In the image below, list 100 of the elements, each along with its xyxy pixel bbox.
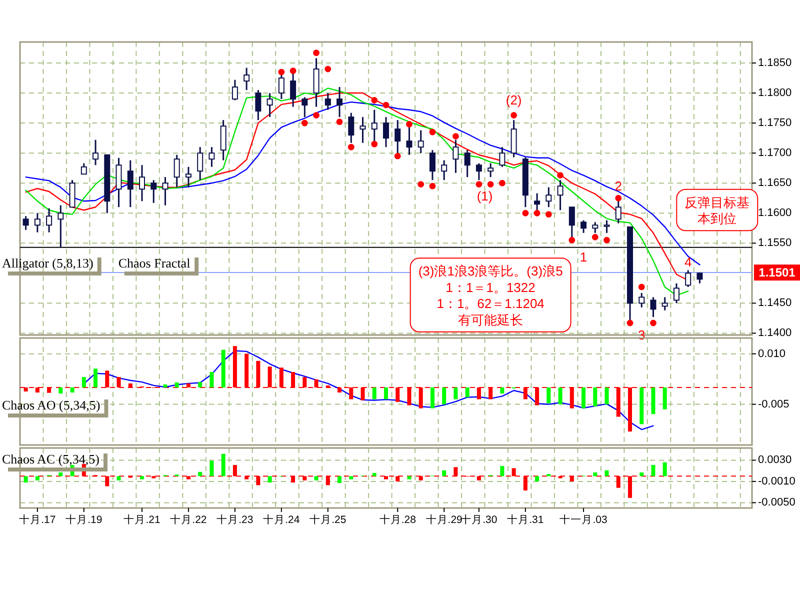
candlestick [58, 204, 64, 248]
point [336, 118, 343, 126]
annotation: (2) [506, 92, 522, 108]
candlestick [580, 220, 587, 234]
point [604, 236, 610, 244]
bar [454, 387, 458, 400]
point [557, 172, 564, 178]
point [615, 194, 622, 202]
point [382, 102, 390, 108]
bar [372, 387, 376, 400]
bar [314, 476, 318, 480]
bar [268, 476, 272, 483]
bar [442, 387, 446, 404]
x-tick-label: 十月.22 [170, 513, 207, 526]
bar [582, 387, 586, 408]
bar [430, 387, 434, 408]
candlestick [429, 149, 436, 181]
y-tick-label: 0.010 [758, 348, 786, 360]
point [406, 121, 412, 128]
annotation: (1) [476, 188, 493, 204]
bar [35, 476, 40, 480]
candlestick [266, 92, 273, 118]
bar [58, 472, 63, 476]
bar [640, 472, 644, 476]
point [452, 133, 459, 140]
candlestick [80, 162, 87, 175]
annotation: Chaos AO (5,34,5) [2, 398, 100, 412]
y-tick-label: 1.1550 [758, 237, 792, 250]
candlestick [232, 79, 238, 101]
x-tick-label: 十月.23 [216, 513, 254, 526]
point [534, 210, 540, 216]
annotation: 反弹目标基本到位 [684, 194, 750, 226]
point [313, 50, 320, 56]
point [650, 320, 656, 326]
candlestick [255, 89, 262, 121]
point [429, 182, 436, 190]
candlestick [685, 269, 692, 288]
ref-line-label: 1.1501 [758, 266, 796, 280]
x-tick-label: 十月.17 [19, 513, 56, 526]
bar [500, 466, 504, 476]
x-tick-label: 十月.29 [426, 513, 463, 526]
y-tick-label: 1.1650 [758, 177, 792, 190]
bar [221, 350, 226, 388]
annotation: Alligator (5,8,13) [2, 256, 94, 270]
candlestick [650, 296, 656, 318]
x-tick-label: 十月.30 [460, 513, 498, 526]
point [510, 112, 518, 118]
point [301, 120, 308, 126]
candlestick [360, 116, 366, 144]
annotation: (3)浪1浪3浪等比。(3)浪5 1：1＝1。1322 1：1。62＝1.1204 有可能延长 [418, 263, 563, 327]
bar [163, 384, 168, 388]
bar [651, 464, 656, 476]
bar [372, 472, 376, 476]
y-tick-label: 0.0030 [758, 454, 792, 466]
x-tick-label: 十月.21 [124, 513, 160, 526]
point [394, 152, 401, 160]
bar [58, 387, 63, 394]
bar [210, 460, 214, 476]
bar [94, 368, 98, 388]
candlestick [127, 160, 134, 208]
candlestick [499, 146, 506, 168]
candlestick [592, 221, 598, 234]
bar [198, 472, 202, 476]
candlestick [638, 292, 645, 308]
point [568, 236, 576, 244]
bar [651, 387, 656, 414]
point [324, 66, 332, 72]
candlestick [197, 146, 204, 181]
annotation: Chaos AC (5,34,5) [2, 452, 100, 466]
bar [407, 476, 412, 480]
candlestick [476, 162, 482, 181]
bar [349, 476, 354, 480]
candlestick [244, 67, 250, 91]
candlestick [464, 149, 470, 178]
bar [198, 382, 202, 388]
y-tick-label: 1.1800 [758, 87, 792, 100]
y-tick-label: 1.1850 [758, 57, 792, 70]
y-tick-label: -0.005 [758, 398, 790, 410]
candlestick [696, 272, 703, 284]
bar [442, 470, 446, 476]
bar [593, 387, 598, 406]
candlestick [92, 139, 99, 166]
x-tick-label: 十月.31 [507, 513, 544, 526]
point [638, 284, 645, 290]
bar [662, 462, 667, 476]
candlestick [150, 179, 157, 204]
point [498, 180, 506, 186]
bar [116, 476, 121, 480]
candlestick [22, 215, 29, 231]
bar [593, 472, 598, 476]
candlestick [673, 282, 680, 304]
point [371, 97, 378, 104]
point [487, 181, 494, 188]
annotation: Chaos Fractal [118, 256, 191, 270]
bar [604, 470, 609, 476]
point [522, 210, 529, 216]
y-tick-label: 1.1450 [758, 297, 792, 310]
x-tick-label: 十月.25 [310, 513, 346, 526]
candlestick [174, 154, 180, 188]
bar [384, 387, 388, 400]
